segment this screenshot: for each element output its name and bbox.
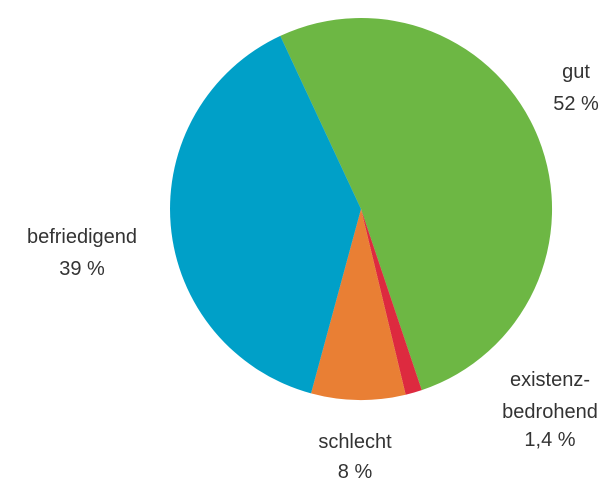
slice-value-label-1: 1,4 % [524,429,575,451]
slice-value-label-0: 52 % [553,93,599,115]
slice-value-label-2: 8 % [338,461,373,483]
slice-label-group-1: existenz-bedrohend 1,4 % [502,369,598,451]
slice-label-3: befriedigend [27,226,137,248]
pie-slice-2 [311,209,406,400]
slice-label-2: schlecht [318,431,392,453]
pie-slice-3 [170,35,361,394]
slice-label-group-0: gut 52 % [553,61,599,115]
pie-slice-0 [280,17,553,391]
slice-label-group-2: schlecht 8 % [318,431,392,483]
pie-slice-1 [361,209,422,395]
slice-value-label-3: 39 % [59,258,105,280]
slice-label-1: bedrohend [502,401,598,423]
slice-label-0: gut [562,61,590,83]
slice-label-1: existenz- [510,369,590,391]
slice-label-group-3: befriedigend 39 % [27,226,137,280]
